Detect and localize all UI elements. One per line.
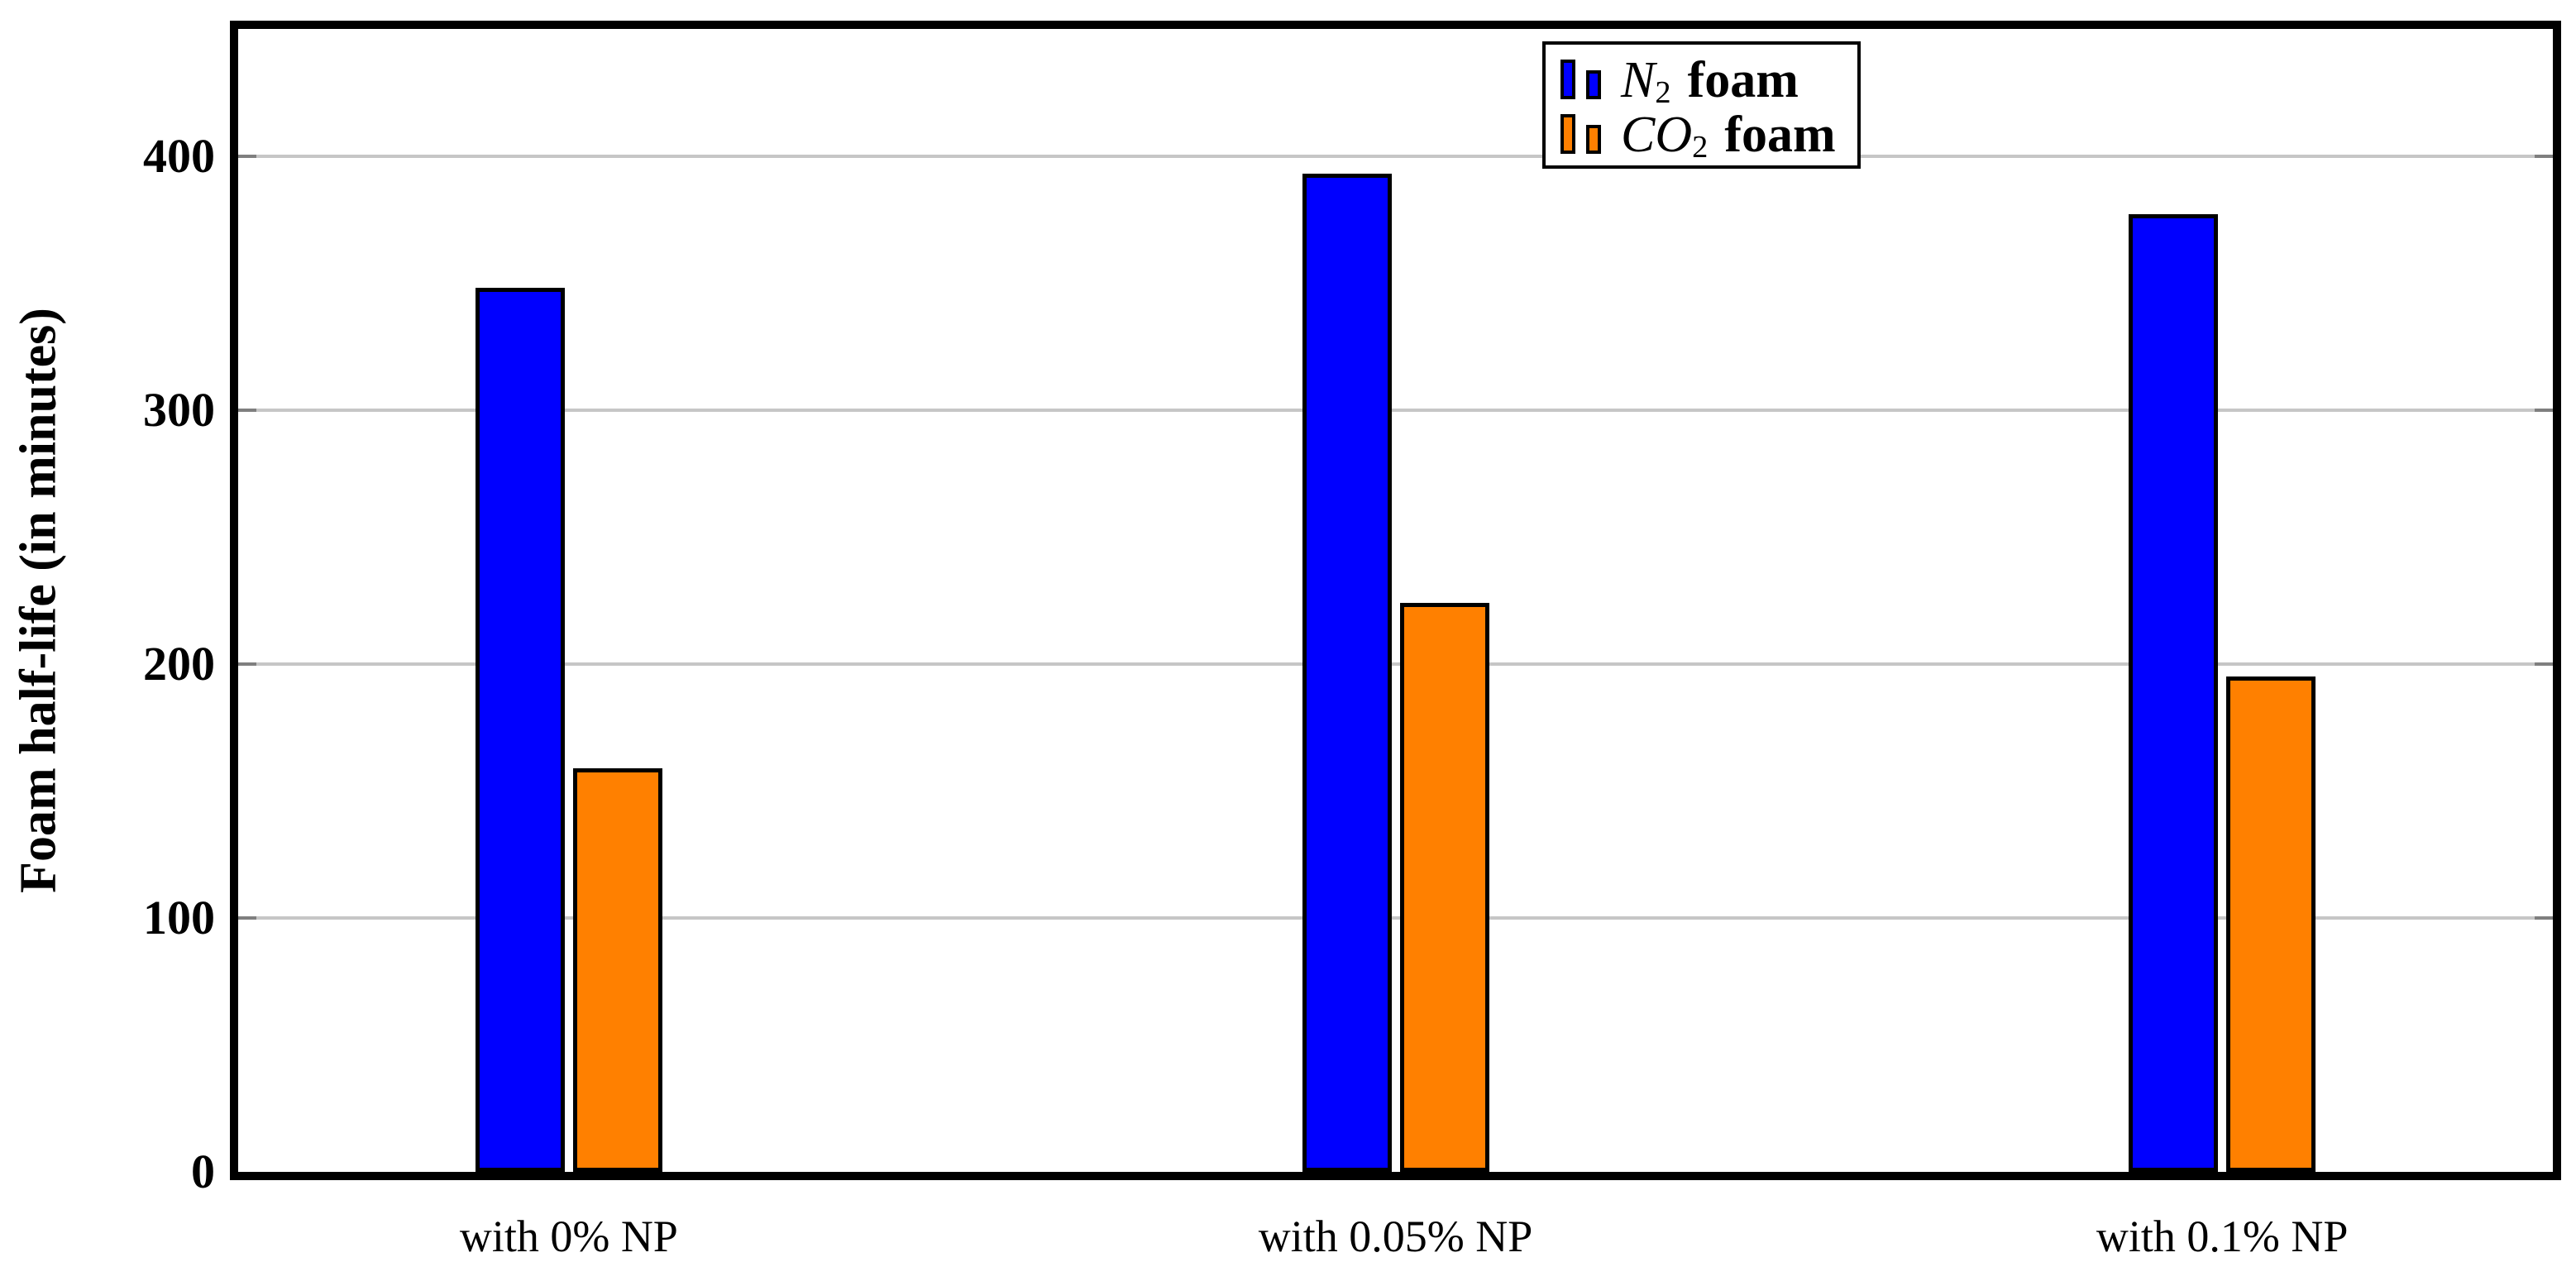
- y-tick-mark-right-200: [2535, 662, 2553, 666]
- y-tick-mark-right-300: [2535, 408, 2553, 412]
- x-tick-label-2: with 0.1% NP: [2096, 1212, 2349, 1261]
- y-tick-mark-left-400: [238, 154, 256, 158]
- y-tick-mark-left-200: [238, 662, 256, 666]
- gridline-400: [238, 154, 2553, 158]
- gridline-100: [238, 915, 2553, 920]
- gridline-300: [238, 408, 2553, 412]
- bar-co2-foam-group-1: [1399, 603, 1489, 1172]
- y-tick-mark-left-300: [238, 408, 256, 412]
- legend-entry-label: CO2 foam: [1621, 107, 1836, 165]
- bar-co2-foam-group-0: [572, 767, 662, 1172]
- bar-n2-foam-group-0: [475, 288, 565, 1172]
- gridline-200: [238, 662, 2553, 666]
- legend-entry-label: N2 foam: [1621, 52, 1799, 110]
- bar-n2-foam-group-2: [2129, 214, 2219, 1172]
- y-tick-mark-right-400: [2535, 154, 2553, 158]
- x-tick-label-0: with 0% NP: [459, 1212, 678, 1261]
- y-tick-mark-left-100: [238, 915, 256, 920]
- legend: N2 foam CO2 foam: [1542, 41, 1861, 169]
- bar-n2-foam-group-1: [1302, 174, 1392, 1172]
- legend-entry-co2-foam: CO2 foam: [1560, 107, 1836, 165]
- y-tick-label-100: 100: [143, 890, 215, 944]
- legend-swatch-icon: [1560, 60, 1575, 99]
- legend-entry-n2-foam: N2 foam: [1560, 55, 1836, 108]
- plot-area: N2 foam CO2 foam: [230, 21, 2561, 1180]
- y-tick-label-0: 0: [191, 1145, 215, 1198]
- bar-co2-foam-group-2: [2226, 676, 2316, 1172]
- y-tick-label-400: 400: [143, 128, 215, 183]
- legend-swatch-icon: [1560, 114, 1575, 154]
- legend-swatch-icon: [1586, 125, 1601, 154]
- y-tick-mark-right-100: [2535, 915, 2553, 920]
- legend-swatch-icon: [1586, 70, 1601, 99]
- y-tick-label-300: 300: [143, 382, 215, 437]
- y-tick-label-200: 200: [143, 636, 215, 691]
- x-tick-label-1: with 0.05% NP: [1258, 1212, 1533, 1261]
